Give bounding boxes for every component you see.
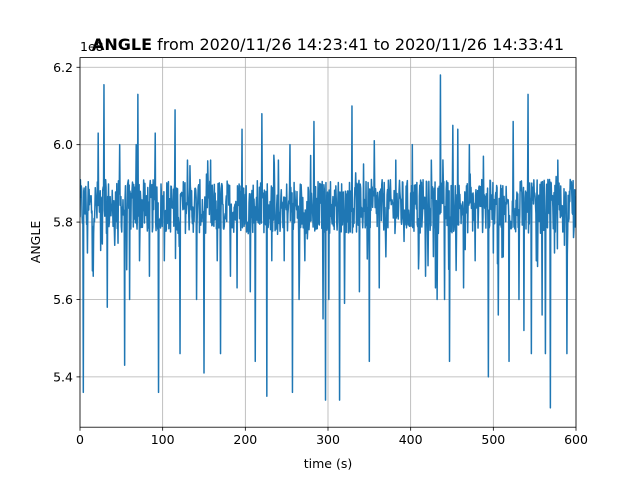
- y-tick-label: 5.6: [53, 292, 73, 307]
- x-tick-label: 400: [399, 432, 423, 447]
- x-axis-label: time (s): [304, 456, 352, 471]
- x-tick-label: 300: [316, 432, 340, 447]
- y-offset-label: 1e8: [80, 39, 104, 54]
- x-tick-label: 100: [151, 432, 175, 447]
- y-axis-label: ANGLE: [28, 221, 43, 264]
- axis-ticks: 0 100 200 300 400 500 600 5.4 5.6 5.8 6.0 6.2: [53, 60, 588, 447]
- x-tick-label: 600: [564, 432, 588, 447]
- chart-title: ANGLE from 2020/11/26 14:23:41 to 2020/1…: [92, 35, 564, 54]
- x-tick-label: 0: [76, 432, 84, 447]
- y-tick-label: 5.4: [53, 369, 73, 384]
- y-tick-label: 6.0: [53, 137, 73, 152]
- y-tick-label: 5.8: [53, 215, 73, 230]
- x-tick-label: 500: [481, 432, 505, 447]
- chart-title-bold: ANGLE: [92, 35, 152, 54]
- series-line-angle: [80, 74, 576, 409]
- y-tick-label: 6.2: [53, 60, 73, 75]
- chart-title-rest: from 2020/11/26 14:23:41 to 2020/11/26 1…: [152, 35, 564, 54]
- x-tick-label: 200: [233, 432, 257, 447]
